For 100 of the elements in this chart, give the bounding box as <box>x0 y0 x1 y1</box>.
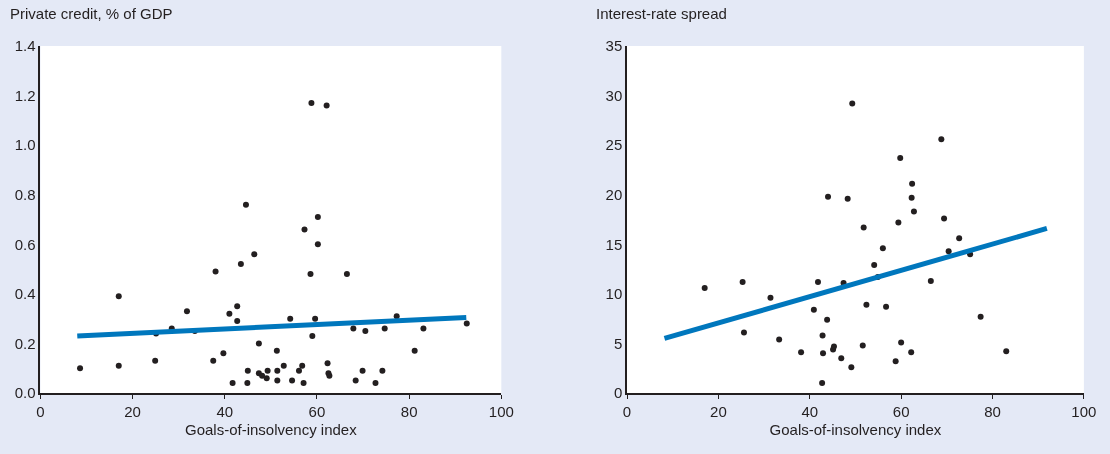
point <box>860 224 867 231</box>
point <box>767 294 774 301</box>
point <box>259 372 266 379</box>
y-tick-label: 20 <box>605 185 623 203</box>
point <box>420 325 427 332</box>
point <box>152 357 159 364</box>
point <box>273 347 280 354</box>
point <box>810 306 817 313</box>
point <box>301 226 308 233</box>
point <box>237 261 244 268</box>
point <box>838 355 845 362</box>
y-tick-label: 10 <box>605 285 623 303</box>
point <box>323 102 330 109</box>
point <box>314 214 321 221</box>
point <box>287 315 294 322</box>
y-tick-label: 1.2 <box>14 86 36 104</box>
point <box>314 241 321 248</box>
point <box>739 278 746 285</box>
point <box>244 367 251 374</box>
point <box>814 278 821 285</box>
y-tick-label: 0.0 <box>14 384 36 402</box>
point <box>863 301 870 308</box>
point <box>312 315 319 322</box>
point <box>350 325 357 332</box>
x-tick-label: 60 <box>308 402 326 420</box>
point <box>324 360 331 367</box>
point <box>898 339 905 346</box>
x-tick-label: 20 <box>124 402 141 420</box>
point <box>908 349 915 356</box>
point <box>359 367 366 374</box>
point <box>183 308 190 315</box>
point <box>879 245 886 252</box>
point <box>701 284 708 291</box>
y-tick-label: 30 <box>605 86 623 104</box>
point <box>977 313 984 320</box>
point <box>115 362 122 369</box>
y-tick-label: 0.4 <box>14 285 36 303</box>
point <box>309 332 316 339</box>
point <box>909 180 916 187</box>
point <box>883 303 890 310</box>
y-tick-label: 0.2 <box>14 334 36 352</box>
point <box>895 219 902 226</box>
x-axis-title: Goals-of-insolvency index <box>769 421 942 439</box>
point <box>274 367 281 374</box>
point <box>849 100 856 107</box>
x-axis-title: Goals-of-insolvency index <box>184 421 358 439</box>
point <box>411 347 418 354</box>
point <box>379 367 386 374</box>
x-tick-label: 80 <box>400 402 418 420</box>
point <box>280 362 287 369</box>
point <box>859 342 866 349</box>
point <box>362 328 369 335</box>
point <box>295 367 302 374</box>
point <box>819 380 826 387</box>
point <box>234 303 241 310</box>
point <box>381 325 388 332</box>
point <box>226 310 233 317</box>
point <box>372 380 379 387</box>
point <box>910 208 917 215</box>
y-tick-label: 25 <box>605 136 623 154</box>
point <box>289 377 296 384</box>
y-tick-label: 5 <box>613 334 623 352</box>
point <box>1003 348 1010 355</box>
point <box>871 262 878 269</box>
point <box>844 195 851 202</box>
y-tick-label: 0.8 <box>14 185 36 203</box>
x-tick-label: 100 <box>1071 402 1097 420</box>
point <box>264 367 271 374</box>
point <box>263 375 270 382</box>
x-tick-label: 40 <box>801 402 819 420</box>
point <box>740 329 747 336</box>
point <box>308 100 315 107</box>
point <box>255 340 262 347</box>
point <box>220 350 227 357</box>
x-tick-label: 60 <box>892 402 910 420</box>
point <box>945 248 952 255</box>
point <box>938 136 945 143</box>
point <box>343 271 350 278</box>
x-tick-label: 20 <box>710 402 727 420</box>
point <box>77 365 84 372</box>
x-tick-label: 100 <box>488 402 514 420</box>
point <box>798 349 805 356</box>
y-tick-label: 15 <box>605 235 623 253</box>
point <box>300 380 307 387</box>
y-tick-label: 35 <box>605 37 623 55</box>
point <box>242 201 249 208</box>
point <box>908 194 915 201</box>
point <box>776 336 783 343</box>
point <box>234 318 241 325</box>
point <box>927 277 934 284</box>
x-tick-label: 80 <box>984 402 1001 420</box>
y-tick-label: 0.6 <box>14 235 36 253</box>
point <box>820 350 827 357</box>
point <box>892 358 899 365</box>
point <box>941 215 948 222</box>
point <box>212 268 219 275</box>
point <box>244 380 251 387</box>
point <box>897 155 904 162</box>
point <box>210 357 217 364</box>
y-tick-label: 1.4 <box>14 37 36 55</box>
